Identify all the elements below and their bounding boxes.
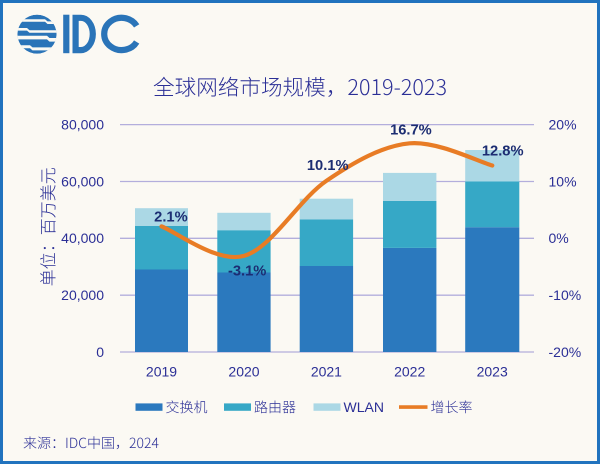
svg-text:60,000: 60,000 [61, 173, 104, 189]
svg-text:40,000: 40,000 [61, 230, 104, 246]
svg-text:0: 0 [96, 344, 104, 360]
svg-text:-10%: -10% [549, 287, 582, 303]
svg-text:0%: 0% [549, 230, 569, 246]
svg-text:10.1%: 10.1% [307, 158, 349, 174]
svg-text:2019: 2019 [146, 364, 177, 380]
svg-text:2022: 2022 [394, 364, 425, 380]
svg-text:80,000: 80,000 [61, 117, 104, 133]
svg-text:20%: 20% [549, 117, 577, 133]
svg-text:-20%: -20% [549, 344, 582, 360]
svg-text:WLAN: WLAN [344, 399, 384, 415]
svg-text:16.7%: 16.7% [390, 122, 432, 138]
svg-text:2020: 2020 [228, 364, 259, 380]
svg-text:2021: 2021 [311, 364, 342, 380]
svg-text:-3.1%: -3.1% [228, 264, 266, 280]
svg-text:20,000: 20,000 [61, 287, 104, 303]
svg-text:2023: 2023 [477, 364, 508, 380]
svg-text:12.8%: 12.8% [482, 144, 524, 160]
svg-text:2.1%: 2.1% [154, 210, 187, 226]
svg-text:10%: 10% [549, 173, 577, 189]
